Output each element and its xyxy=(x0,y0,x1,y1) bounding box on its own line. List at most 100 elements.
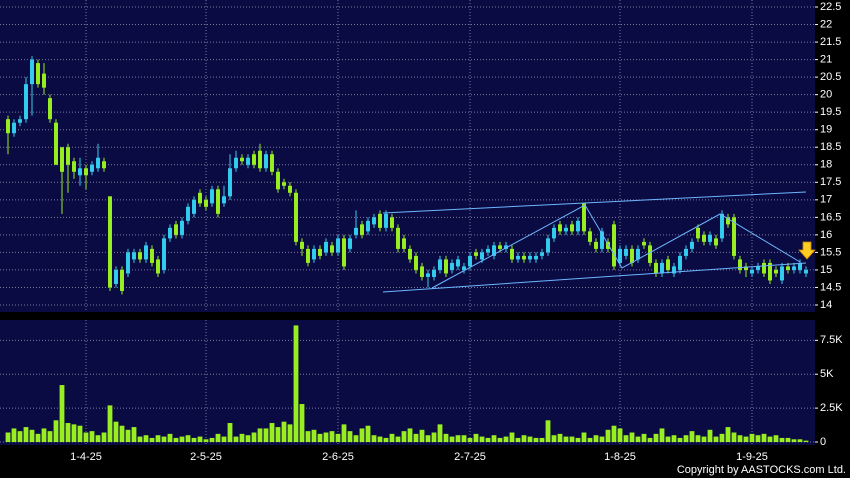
volume-bar xyxy=(725,427,731,442)
candle-body xyxy=(624,248,628,256)
candle-body xyxy=(714,238,718,246)
volume-bar xyxy=(761,433,767,442)
candle-body xyxy=(738,259,742,270)
candle-body xyxy=(456,259,460,267)
candle-body xyxy=(516,255,520,260)
volume-bar xyxy=(179,436,185,442)
candle-body xyxy=(48,98,52,120)
candle-body xyxy=(612,224,616,267)
volume-bar xyxy=(461,435,467,442)
candle-body xyxy=(174,224,178,235)
candle-body xyxy=(414,255,418,270)
volume-bar xyxy=(785,437,791,442)
candle-body xyxy=(576,220,580,232)
candle-body xyxy=(294,192,298,242)
candle-body xyxy=(102,161,106,169)
volume-bar xyxy=(617,428,623,442)
candle-body xyxy=(366,220,370,232)
trend-lines xyxy=(382,191,807,293)
candle-body xyxy=(408,248,412,260)
candle-body xyxy=(198,192,202,204)
candle-body xyxy=(594,241,598,249)
x-tick-label: 1-8-25 xyxy=(604,451,636,463)
candle-body xyxy=(486,248,490,253)
candle-body xyxy=(216,189,220,214)
volume-bar xyxy=(53,420,59,442)
volume-bar xyxy=(209,437,215,442)
volume-bar xyxy=(191,437,197,442)
candle-body xyxy=(324,241,328,253)
x-tick-label: 2-5-25 xyxy=(190,451,222,463)
candle-body xyxy=(66,147,70,165)
volume-bar xyxy=(605,429,611,442)
volume-bar xyxy=(527,436,533,442)
volume-bar xyxy=(437,424,443,442)
y-tick-label: 21.5 xyxy=(820,36,841,48)
volume-bar xyxy=(317,433,323,442)
volume-bar xyxy=(779,437,785,442)
volume-bar xyxy=(749,433,755,442)
candle-body xyxy=(72,161,76,172)
volume-bar xyxy=(359,428,365,442)
volume-bar xyxy=(611,425,617,442)
volume-bar xyxy=(473,433,479,442)
volume-bar xyxy=(455,435,461,442)
candle-body xyxy=(498,245,502,249)
volume-bar xyxy=(731,432,737,442)
candle-body xyxy=(126,252,130,274)
candle-body xyxy=(150,248,154,263)
volume-bar xyxy=(95,435,101,442)
x-tick-label: 1-4-25 xyxy=(70,451,102,463)
candle-body xyxy=(84,168,88,176)
y-tick-label: 15.5 xyxy=(820,246,841,258)
candle-body xyxy=(228,168,232,197)
volume-bar xyxy=(377,436,383,442)
volume-bar xyxy=(299,404,305,442)
candle-body xyxy=(384,213,388,228)
candle-body xyxy=(60,147,64,172)
volume-bar xyxy=(11,428,17,442)
volume-bar xyxy=(83,432,89,442)
volume-bar xyxy=(719,433,725,442)
candle-body xyxy=(264,154,268,169)
candle-body xyxy=(108,196,112,288)
candle-body xyxy=(240,157,244,162)
volume-bar xyxy=(449,436,455,442)
candle-body xyxy=(348,238,352,249)
volume-bar xyxy=(503,436,509,442)
candle-body xyxy=(306,248,310,263)
candle-body xyxy=(666,259,670,270)
candle-body xyxy=(210,189,214,204)
volume-bar xyxy=(653,433,659,442)
volume-bar xyxy=(467,437,473,442)
volume-bar xyxy=(497,437,503,442)
volume-bar xyxy=(599,436,605,442)
candle-body xyxy=(702,234,706,242)
volume-bar xyxy=(431,432,437,442)
candle-body xyxy=(180,220,184,235)
volume-bar xyxy=(137,436,143,442)
candle-body xyxy=(42,73,46,88)
volume-bar xyxy=(515,437,521,442)
candle-body xyxy=(708,234,712,242)
volume-bar xyxy=(347,431,353,442)
volume-bar xyxy=(155,435,161,442)
volume-bar xyxy=(197,436,203,442)
volume-bar xyxy=(425,435,431,442)
volume-bar xyxy=(173,437,179,442)
volume-bar xyxy=(125,429,131,442)
y-tick-label: 19.5 xyxy=(820,106,841,118)
volume-bar xyxy=(215,433,221,442)
candle-body xyxy=(660,262,664,274)
y-tick-label: 16 xyxy=(820,229,832,241)
candle-body xyxy=(6,119,10,134)
candle-body xyxy=(378,213,382,228)
candle-body xyxy=(432,269,436,277)
volume-bar xyxy=(701,436,707,442)
candle-body xyxy=(780,266,784,281)
candle-body xyxy=(786,266,790,270)
volume-bar xyxy=(581,432,587,442)
volume-bar xyxy=(275,427,281,442)
candle-body xyxy=(696,227,700,239)
y-tick-label: 21 xyxy=(820,54,832,66)
